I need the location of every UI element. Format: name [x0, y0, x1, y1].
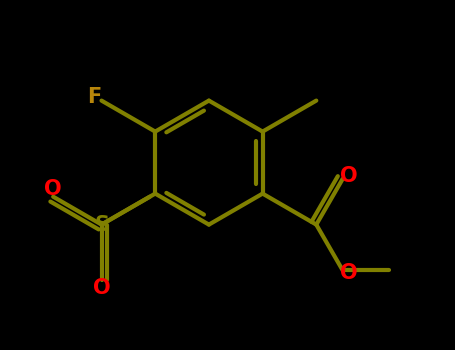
Text: O: O: [45, 179, 62, 199]
Text: O: O: [93, 278, 110, 298]
Text: F: F: [87, 88, 101, 107]
Text: O: O: [340, 263, 358, 284]
Text: O: O: [340, 166, 358, 186]
Text: S: S: [94, 215, 109, 234]
